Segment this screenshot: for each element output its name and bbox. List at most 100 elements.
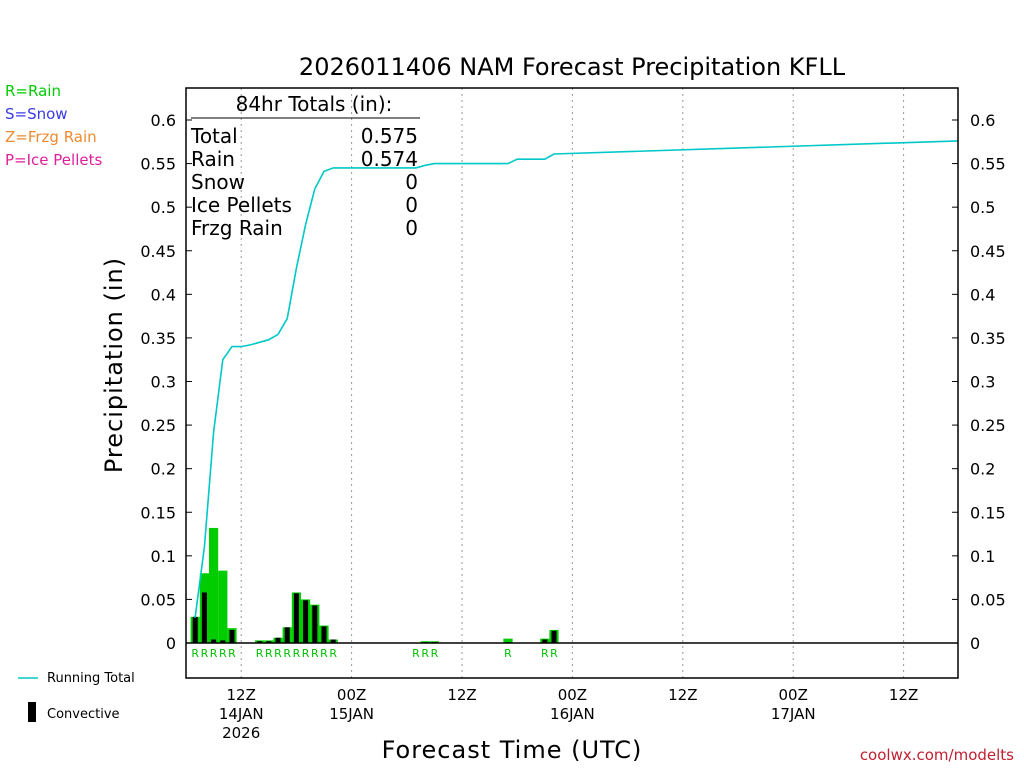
x-tick-label-6-0: 12Z	[889, 686, 918, 704]
x-tick-label-1-1: 15JAN	[329, 705, 374, 723]
precip-type-label-3: R	[219, 647, 227, 660]
y-tick-label-left-6: 0.3	[151, 373, 176, 392]
y-tick-label-right-2: 0.1	[970, 547, 995, 566]
y-tick-label-left-10: 0.5	[151, 198, 176, 217]
bottom-legend: Running Total Convective	[18, 671, 135, 722]
convective-legend-label: Convective	[47, 707, 120, 722]
y-tick-label-left-11: 0.55	[140, 155, 176, 174]
convective-bar-hour-8	[257, 641, 263, 643]
hourly-precip-bars	[190, 527, 559, 643]
precip-type-label-1: R	[201, 647, 209, 660]
precip-bar-hour-27	[429, 641, 439, 643]
running-total-line	[194, 140, 959, 618]
y-tick-label-left-2: 0.1	[151, 547, 176, 566]
precip-type-label-4: R	[228, 647, 236, 660]
precip-type-label-8: R	[283, 647, 291, 660]
precip-type-label-13: R	[329, 647, 337, 660]
precip-type-label-9: R	[293, 647, 301, 660]
y-tick-label-left-5: 0.25	[140, 416, 176, 435]
y-axis-label: Precipitation (in)	[100, 257, 128, 473]
convective-bar-hour-39	[542, 639, 548, 643]
y-tick-label-right-1: 0.05	[970, 590, 1006, 609]
y-tick-label-right-12: 0.6	[970, 111, 995, 130]
convective-bar-hour-40	[551, 630, 557, 643]
x-tick-label-5-1: 17JAN	[771, 705, 816, 723]
x-tick-label-3-0: 00Z	[558, 686, 587, 704]
precip-type-label-15: R	[421, 647, 429, 660]
precip-type-label-2: R	[210, 647, 218, 660]
ptype-legend-3: P=Ice Pellets	[5, 151, 102, 169]
convective-bar-hour-11	[284, 627, 290, 643]
y-tick-label-left-8: 0.4	[151, 285, 176, 304]
convective-bars	[192, 592, 557, 643]
x-axis-label: Forecast Time (UTC)	[382, 736, 643, 764]
convective-bar-hour-5	[229, 629, 235, 643]
y-tick-label-right-9: 0.45	[970, 242, 1006, 261]
x-tick-label-5-0: 00Z	[779, 686, 808, 704]
precip-type-label-16: R	[431, 647, 439, 660]
precip-type-label-0: R	[191, 647, 199, 660]
precip-bar-hour-26	[420, 641, 430, 643]
convective-bar-hour-12	[293, 593, 299, 643]
totals-label-frzg-rain: Frzg Rain	[191, 216, 283, 240]
convective-bar-hour-15	[321, 626, 327, 643]
totals-label-rain: Rain	[191, 147, 235, 171]
precip-type-label-14: R	[412, 647, 420, 660]
precip-bar-hour-35	[503, 638, 513, 643]
y-tick-label-left-9: 0.45	[140, 242, 176, 261]
y-tick-label-right-3: 0.15	[970, 503, 1006, 522]
convective-bar-hour-2	[201, 592, 207, 643]
convective-bar-hour-16	[330, 639, 336, 643]
y-tick-label-left-1: 0.05	[140, 590, 176, 609]
precip-type-label-18: R	[541, 647, 549, 660]
x-tick-label-0-0: 12Z	[227, 686, 256, 704]
precip-type-legend: R=Rain S=Snow Z=Frzg Rain P=Ice Pellets	[5, 82, 102, 169]
precip-type-label-5: R	[256, 647, 264, 660]
x-tick-label-0-1: 14JAN	[219, 705, 264, 723]
totals-label-snow: Snow	[191, 170, 245, 194]
convective-legend-swatch	[28, 702, 36, 722]
x-tick-label-3-1: 16JAN	[550, 705, 595, 723]
y-tick-label-left-7: 0.35	[140, 329, 176, 348]
y-tick-label-right-8: 0.4	[970, 285, 995, 304]
y-tick-label-right-4: 0.2	[970, 460, 995, 479]
plot-frame	[185, 87, 959, 679]
precip-type-label-7: R	[274, 647, 282, 660]
ptype-legend-1: S=Snow	[5, 105, 68, 123]
convective-bar-hour-1	[192, 616, 198, 643]
totals-value-ice-pellets: 0	[405, 193, 418, 217]
x-tick-label-2-0: 12Z	[447, 686, 476, 704]
totals-value-rain: 0.574	[361, 147, 418, 171]
y-tick-label-right-7: 0.35	[970, 329, 1006, 348]
y-tick-label-right-10: 0.5	[970, 198, 995, 217]
x-tick-label-1-0: 00Z	[337, 686, 366, 704]
precip-type-label-11: R	[311, 647, 319, 660]
totals-value-snow: 0	[405, 170, 418, 194]
convective-bar-hour-4	[220, 640, 226, 643]
precip-type-label-12: R	[320, 647, 328, 660]
precip-type-label-6: R	[265, 647, 273, 660]
x-tick-label-0-2: 2026	[222, 724, 260, 742]
gridlines	[240, 88, 905, 678]
convective-bar-hour-13	[303, 600, 309, 643]
y-tick-label-right-11: 0.55	[970, 155, 1006, 174]
precip-type-label-19: R	[550, 647, 558, 660]
ptype-legend-2: Z=Frzg Rain	[5, 128, 97, 146]
precip-type-label-17: R	[504, 647, 512, 660]
y-tick-label-left-0: 0	[166, 634, 176, 653]
precip-type-label-10: R	[302, 647, 310, 660]
totals-label-total: Total	[190, 124, 238, 148]
totals-box: 84hr Totals (in): Total 0.575 Rain 0.574…	[190, 92, 420, 240]
y-tick-label-left-4: 0.2	[151, 460, 176, 479]
totals-label-ice-pellets: Ice Pellets	[191, 193, 292, 217]
y-tick-label-left-3: 0.15	[140, 503, 176, 522]
y-tick-label-right-5: 0.25	[970, 416, 1006, 435]
y-tick-label-right-0: 0	[970, 634, 980, 653]
source-credit: coolwx.com/modelts	[860, 746, 1014, 764]
totals-value-frzg-rain: 0	[405, 216, 418, 240]
totals-value-total: 0.575	[361, 124, 418, 148]
running-total-legend-label: Running Total	[47, 671, 135, 686]
